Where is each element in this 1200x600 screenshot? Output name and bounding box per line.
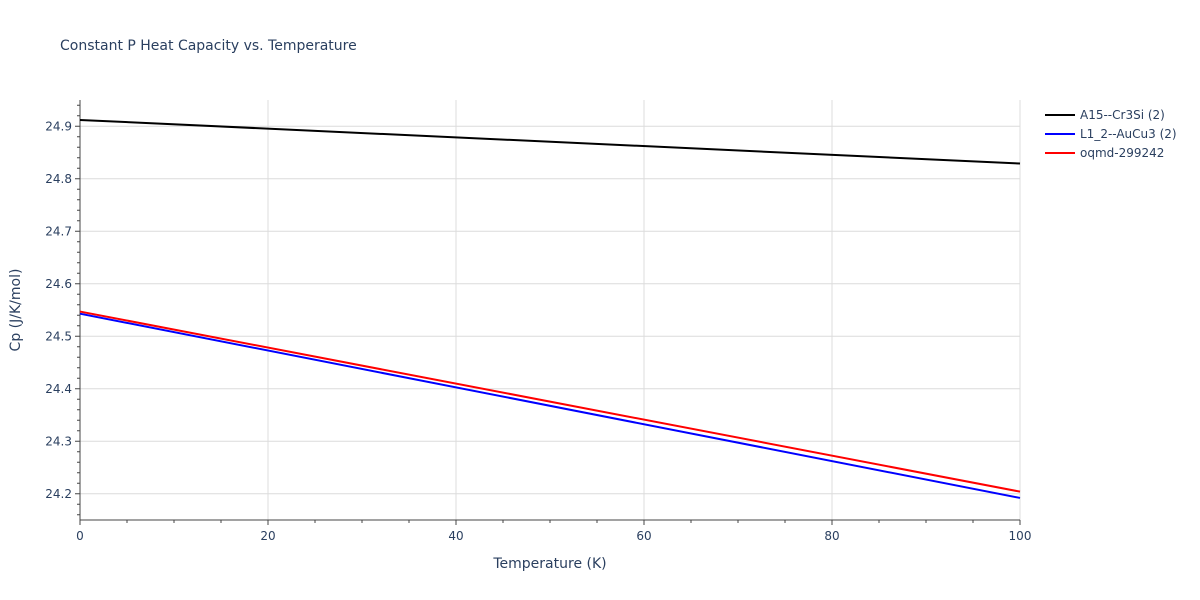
grid <box>80 100 1021 520</box>
series-line <box>79 312 1021 499</box>
series-line <box>79 118 1021 165</box>
x-tick-label: 80 <box>824 529 839 543</box>
y-tick-label: 24.3 <box>45 434 72 448</box>
legend-label: A15--Cr3Si (2) <box>1080 108 1165 122</box>
series-lines <box>79 118 1021 499</box>
y-tick-label: 24.4 <box>45 382 72 396</box>
y-tick-label: 24.8 <box>45 172 72 186</box>
series-line <box>79 310 1021 493</box>
x-tick-label: 100 <box>1009 529 1032 543</box>
y-tick-label: 24.9 <box>45 119 72 133</box>
legend-label: L1_2--AuCu3 (2) <box>1080 127 1177 141</box>
axes: 0 20 40 60 80 100 24.2 24.3 24.4 24.5 24.6 24.7 24.8… <box>45 100 1031 543</box>
x-tick-label: 0 <box>76 529 84 543</box>
y-tick-label: 24.5 <box>45 329 72 343</box>
x-tick-label: 20 <box>260 529 275 543</box>
x-axis-title: Temperature (K) <box>492 556 606 572</box>
legend-label: oqmd-299242 <box>1080 146 1164 160</box>
x-tick-label: 40 <box>448 529 463 543</box>
x-tick-label: 60 <box>636 529 651 543</box>
chart-title: Constant P Heat Capacity vs. Temperature <box>60 38 357 54</box>
y-axis-title: Cp (J/K/mol) <box>8 269 24 352</box>
legend: A15--Cr3Si (2) L1_2--AuCu3 (2) oqmd-299242 <box>1045 108 1177 160</box>
y-tick-label: 24.2 <box>45 487 72 501</box>
y-tick-label: 24.6 <box>45 277 72 291</box>
y-tick-label: 24.7 <box>45 224 72 238</box>
